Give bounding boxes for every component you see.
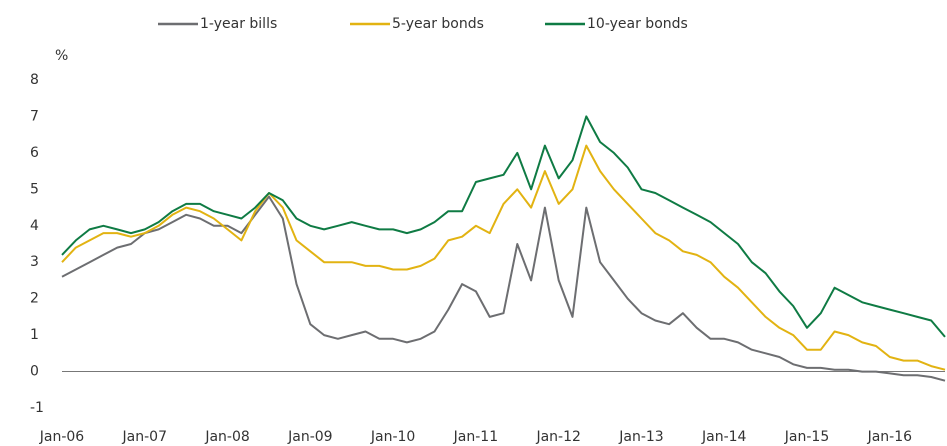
x-tick-label: Jan-11 — [453, 429, 498, 445]
x-tick-label: Jan-15 — [784, 429, 829, 445]
y-axis-label: % — [55, 48, 68, 64]
y-tick-label: 1 — [30, 327, 39, 343]
y-tick-label: 0 — [30, 364, 39, 380]
y-tick-label: 4 — [30, 218, 39, 234]
legend-label: 10-year bonds — [587, 16, 688, 32]
x-tick-label: Jan-06 — [39, 429, 85, 445]
y-tick-label: 3 — [30, 254, 39, 270]
x-tick-label: Jan-14 — [701, 429, 747, 445]
y-tick-label: 2 — [30, 291, 39, 307]
legend-label: 1-year bills — [200, 16, 277, 32]
y-tick-label: 6 — [30, 145, 39, 161]
x-tick-label: Jan-10 — [370, 429, 415, 445]
y-tick-label: -1 — [30, 400, 44, 416]
y-tick-label: 7 — [30, 108, 39, 124]
x-tick-label: Jan-13 — [618, 429, 663, 445]
series-line — [61, 195, 946, 382]
y-tick-label: 5 — [30, 181, 39, 197]
y-tick-label: 8 — [30, 72, 39, 88]
x-tick-label: Jan-07 — [122, 429, 167, 445]
legend-label: 5-year bonds — [392, 16, 484, 32]
x-tick-label: Jan-12 — [535, 429, 580, 445]
x-tick-label: Jan-16 — [867, 429, 913, 445]
x-tick-label: Jan-08 — [204, 429, 249, 445]
series-line — [61, 144, 946, 371]
series-line — [61, 115, 946, 338]
x-tick-label: Jan-09 — [287, 429, 332, 445]
